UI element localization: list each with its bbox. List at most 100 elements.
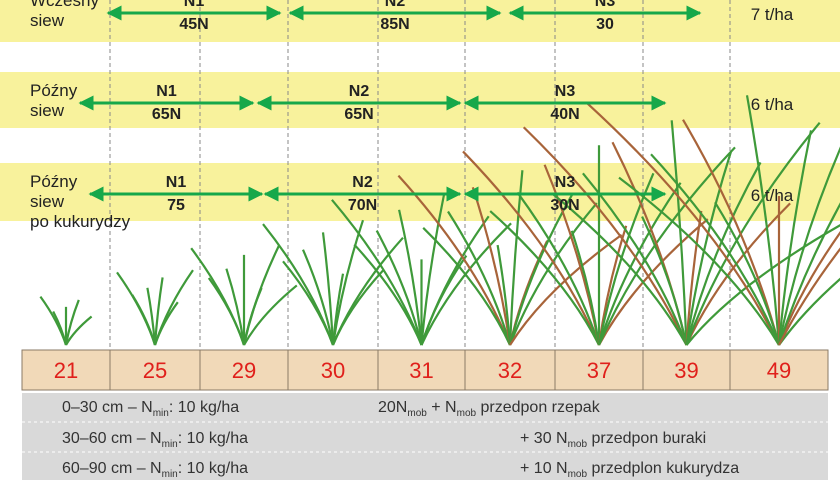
yield: 7 t/ha [751, 5, 794, 24]
leaf [489, 210, 600, 346]
text-part: : 10 kg/ha [178, 460, 248, 477]
text-part: przedplon kukurydza [587, 460, 739, 477]
stage-bar [21, 349, 829, 391]
leaf [262, 223, 335, 346]
period-dose: 75 [167, 197, 185, 214]
leaf [777, 202, 840, 346]
leaf [420, 194, 445, 346]
leaf [586, 102, 780, 346]
subscript: mob [568, 439, 588, 450]
period-name: N1 [184, 0, 205, 10]
period-name: N2 [385, 0, 406, 10]
leaf [685, 202, 791, 346]
leaf [64, 299, 80, 346]
leaf [670, 120, 688, 346]
subscript: mob [457, 408, 477, 419]
leaf [778, 277, 840, 346]
subscript: min [162, 439, 178, 450]
leaf [39, 295, 68, 346]
leaf [331, 219, 365, 346]
leaf [447, 210, 512, 346]
period-name: N1 [166, 174, 187, 191]
period-name: N2 [349, 83, 370, 100]
leaf [778, 247, 840, 346]
text-part: przedpon buraki [587, 430, 706, 447]
text-part: przedpon rzepak [476, 399, 601, 416]
leaf [242, 244, 281, 346]
leaf [509, 233, 623, 346]
text-part: : 10 kg/ha [178, 430, 248, 447]
period-dose: 45N [179, 16, 208, 33]
period-name: N2 [352, 174, 373, 191]
stage-label: 29 [232, 358, 256, 383]
leaf [116, 271, 157, 346]
soil-depth: 60–90 cm – Nmin: 10 kg/ha [62, 460, 248, 480]
text-part: 60–90 cm – N [62, 460, 162, 477]
text-part: 30–60 cm – N [62, 430, 162, 447]
leaf [65, 315, 93, 346]
stage-label: 37 [587, 358, 611, 383]
band [0, 0, 840, 42]
band [0, 72, 840, 128]
leaf [597, 182, 682, 346]
leaf [462, 150, 601, 346]
soil-panel [22, 393, 828, 480]
stage-label: 25 [143, 358, 167, 383]
soil-note: + 10 Nmob przedplon kukurydza [520, 460, 739, 480]
soil-note: 20Nmob + Nmob przedpon rzepak [378, 399, 601, 419]
leaf [301, 249, 335, 346]
row-label: Późny [30, 81, 78, 100]
leaf [420, 215, 490, 346]
row-label: siew [30, 11, 65, 30]
text-part: 20N [378, 399, 407, 416]
leaf [714, 201, 781, 346]
row-label: siew [30, 101, 65, 120]
row-label: siew [30, 192, 65, 211]
period-dose: 30N [550, 197, 579, 214]
leaf [153, 277, 164, 346]
leaf [570, 230, 601, 346]
text-part: + 30 N [520, 430, 568, 447]
leaf [375, 230, 423, 346]
leaf [331, 236, 404, 346]
leaf [496, 244, 512, 346]
leaf [777, 130, 813, 346]
period-dose: 85N [380, 16, 409, 33]
leaf [153, 269, 194, 346]
period-dose: 65N [152, 106, 181, 123]
period-name: N3 [555, 174, 576, 191]
period-name: N1 [156, 83, 177, 100]
stage-label: 32 [498, 358, 522, 383]
leaf [243, 284, 298, 346]
row-label: po kukurydzy [30, 212, 131, 231]
soil-depth: 0–30 cm – Nmin: 10 kg/ha [62, 399, 239, 419]
leaf [685, 151, 732, 346]
text-part: 0–30 cm – N [62, 399, 153, 416]
leaf [552, 193, 688, 346]
yield: 6 t/ha [751, 186, 794, 205]
stage-label: 30 [321, 358, 345, 383]
leaf [685, 210, 703, 346]
period-name: N3 [555, 83, 576, 100]
leaf [353, 243, 423, 346]
leaf [422, 227, 511, 346]
period-name: N3 [595, 0, 616, 10]
period-dose: 70N [348, 197, 377, 214]
leaf [471, 186, 512, 346]
soil-note: + 30 Nmob przedpon buraki [520, 430, 706, 450]
leaf [282, 260, 335, 346]
leaf [685, 121, 821, 346]
leaf [398, 209, 423, 346]
text-part: + 10 N [520, 460, 568, 477]
stage-label: 39 [674, 358, 698, 383]
stage-label: 49 [767, 358, 791, 383]
plants [39, 95, 840, 346]
leaf [685, 161, 762, 346]
leaf [777, 146, 840, 346]
leaf [777, 231, 840, 346]
period-dose: 30 [596, 16, 614, 33]
leaf [522, 126, 688, 346]
bands [0, 0, 840, 221]
dividers [109, 0, 731, 350]
